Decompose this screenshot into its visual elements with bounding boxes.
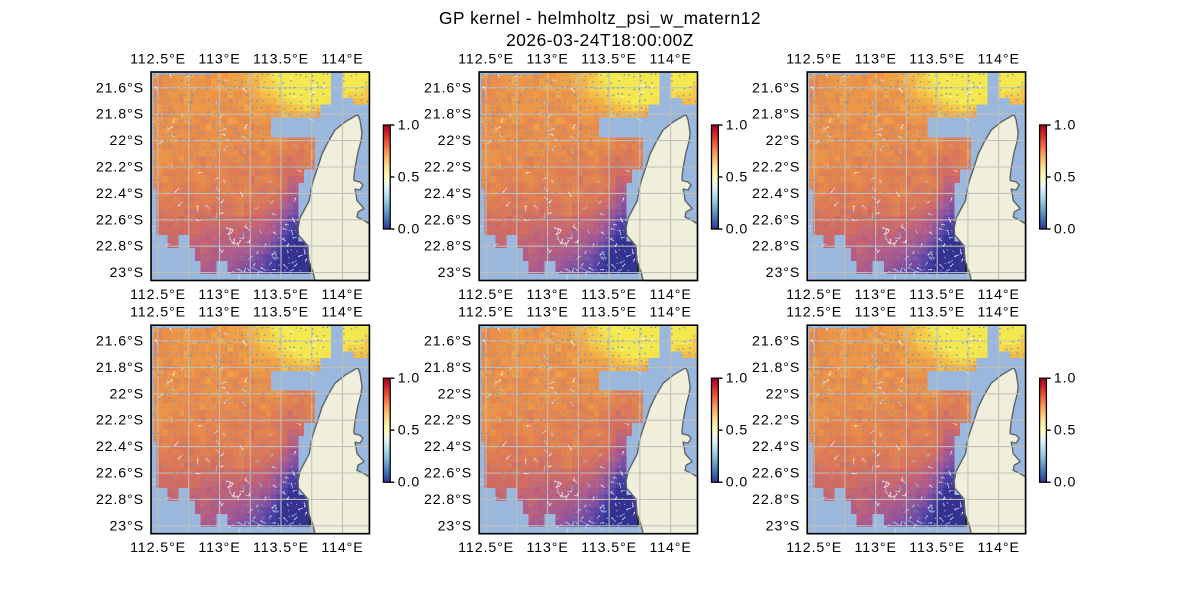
svg-text:2026-03-24T18:00:00Z: 2026-03-24T18:00:00Z <box>506 30 694 50</box>
svg-text:GP kernel - helmholtz_psi_w_ma: GP kernel - helmholtz_psi_w_matern12 <box>439 8 761 28</box>
